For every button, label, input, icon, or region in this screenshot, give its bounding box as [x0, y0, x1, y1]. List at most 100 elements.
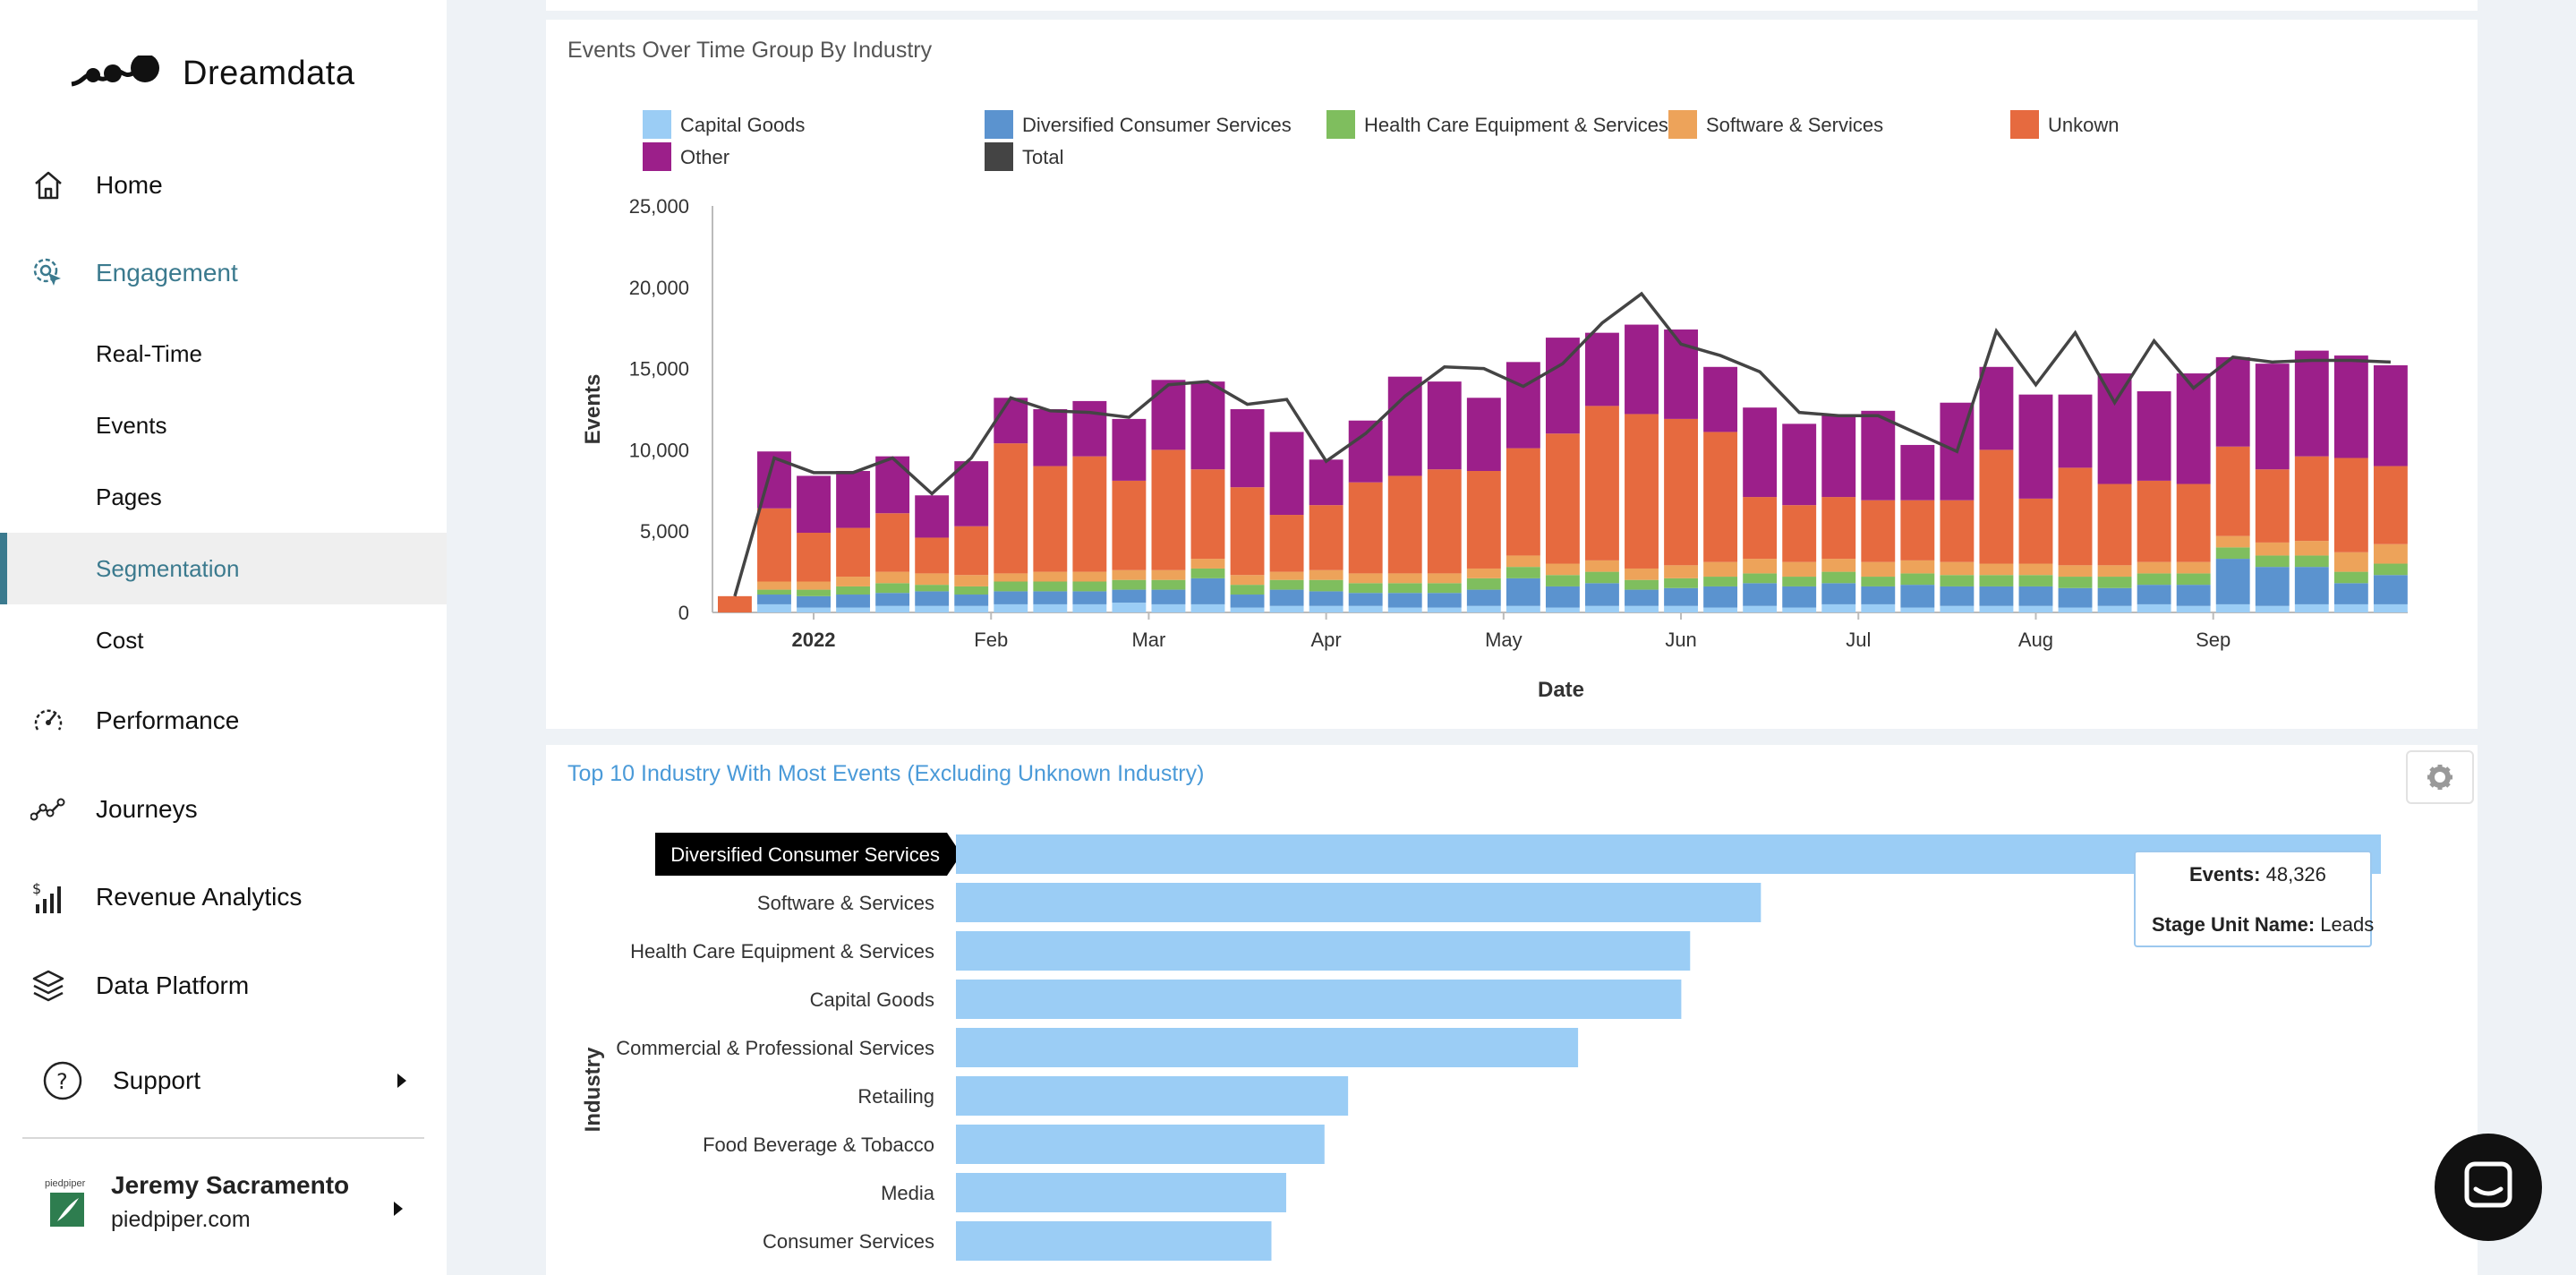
support-expand-icon[interactable] [397, 1074, 406, 1088]
bar-other [875, 456, 910, 514]
bar-other [1979, 366, 2014, 450]
nav-support[interactable]: ? Support [0, 1049, 447, 1112]
bar-capital-goods [2058, 607, 2093, 612]
bar-unkown [2333, 458, 2368, 552]
bar-capital-goods [1230, 607, 1265, 612]
bar-diversified-consumer-services [2294, 567, 2329, 604]
chat-launcher-button[interactable] [2435, 1134, 2542, 1241]
bar-health-care-equipment-and-services [1940, 575, 1975, 586]
bar-unkown [1072, 456, 1107, 572]
bar-other [836, 471, 871, 528]
bar-unkown [2294, 456, 2329, 542]
nav-realtime-label: Real-Time [96, 339, 202, 367]
bar-software-and-services [2097, 565, 2132, 578]
user-menu-icon[interactable] [394, 1202, 403, 1216]
x-tick-label: May [1485, 629, 1523, 651]
nav-performance-label: Performance [96, 706, 240, 734]
bar-diversified-consumer-services [875, 593, 910, 606]
nav-events[interactable]: Events [0, 394, 447, 457]
bar-other [1348, 420, 1383, 483]
tooltip-events-value: 48,326 [2265, 863, 2326, 886]
selected-category-label-bg [655, 833, 947, 876]
x-tick-label: Aug [2018, 629, 2053, 651]
nav-cost[interactable]: Cost [0, 609, 447, 672]
bar-diversified-consumer-services [1940, 586, 1975, 606]
bar-health-care-equipment-and-services [1506, 567, 1540, 578]
nav-home-label: Home [96, 171, 163, 199]
bar-unkown [1861, 500, 1896, 562]
nav-revenue-analytics[interactable]: $ Revenue Analytics [0, 866, 447, 928]
top-industry-chart: Industry Diversified Consumer Services Sof… [581, 833, 2381, 1261]
bar-unkown [1309, 505, 1343, 570]
bar-software-and-services [797, 581, 831, 590]
events-chart-title: Events Over Time Group By Industry [567, 38, 933, 63]
layers-icon [32, 970, 64, 1002]
bar-other [2018, 394, 2053, 499]
bar-software-and-services [2176, 561, 2211, 574]
bar-capital-goods [1309, 605, 1343, 612]
nav-pages[interactable]: Pages [0, 466, 447, 528]
bar-unkown [2255, 469, 2290, 543]
bar-software-and-services [1782, 561, 1817, 578]
bar-software-and-services [1545, 563, 1580, 576]
bar-software-and-services [1033, 571, 1068, 582]
bar-other [1585, 332, 1619, 406]
bar-diversified-consumer-services [836, 595, 871, 608]
bar-unkown [875, 513, 910, 572]
bar-capital-goods [1348, 605, 1383, 612]
bar-health-care-equipment-and-services [875, 583, 910, 594]
bar-diversified-consumer-services [1782, 586, 1817, 608]
x-tick-label: 2022 [792, 629, 836, 651]
dreamdata-logo[interactable]: Dreamdata [68, 48, 354, 98]
bar-unkown [1545, 433, 1580, 564]
bar-software-and-services [1861, 561, 1896, 578]
bar-software-and-services [1230, 575, 1265, 586]
bar-diversified-consumer-services [1348, 593, 1383, 606]
nav-data-platform[interactable]: Data Platform [0, 954, 447, 1017]
previous-panel-edge [546, 0, 2478, 11]
bar-health-care-equipment-and-services [2373, 563, 2408, 576]
chart-settings-button[interactable] [2406, 750, 2474, 804]
category-label-food-beverage-and-tobacco: Food Beverage & Tobacco [703, 1134, 934, 1156]
bar-software-and-services [2215, 535, 2250, 548]
nav-realtime[interactable]: Real-Time [0, 322, 447, 385]
bar-unkown [1821, 497, 1856, 560]
help-icon: ? [43, 1061, 82, 1100]
bar-diversified-consumer-services [1112, 589, 1147, 603]
active-indicator [0, 533, 7, 604]
bar-capital-goods [1545, 607, 1580, 612]
bar-software-and-services [994, 573, 1028, 582]
user-profile[interactable]: piedpiper Jeremy Sacramento piedpiper.co… [0, 1164, 447, 1254]
bar-other [1625, 324, 1659, 415]
bar-other [2176, 373, 2211, 484]
x-tick-label: Jul [1846, 629, 1871, 651]
bar-capital-goods [1506, 605, 1540, 612]
bar-other [1269, 432, 1304, 516]
industry-bar-media [956, 1173, 1286, 1212]
nav-engagement[interactable]: Engagement [0, 242, 447, 304]
bar-unkown [2373, 466, 2408, 544]
bar-diversified-consumer-services [2333, 583, 2368, 604]
app-name: Dreamdata [183, 54, 355, 92]
nav-performance[interactable]: Performance [0, 689, 447, 752]
bar-software-and-services [1821, 559, 1856, 572]
bar-capital-goods [2373, 603, 2408, 612]
nav-home[interactable]: Home [0, 154, 447, 217]
bar-capital-goods [1427, 607, 1462, 612]
nav-segmentation[interactable]: Segmentation [0, 533, 447, 604]
bar-health-care-equipment-and-services [1703, 577, 1738, 586]
bar-other [2215, 356, 2250, 447]
bar-other [2255, 364, 2290, 470]
bar-software-and-services [1506, 555, 1540, 568]
legend-swatch-other [643, 142, 671, 171]
nav-support-label: Support [113, 1066, 201, 1094]
bar-other [1782, 424, 1817, 506]
bar-diversified-consumer-services [1309, 591, 1343, 606]
nav-journeys[interactable]: Journeys [0, 778, 447, 841]
bar-capital-goods [757, 603, 791, 612]
nav-data-platform-label: Data Platform [96, 971, 250, 999]
bar-diversified-consumer-services [1821, 583, 1856, 604]
bar-software-and-services [2018, 563, 2053, 576]
bar-other [1506, 362, 1540, 449]
industry-bar-health-care-equipment-and-services [956, 931, 1691, 971]
